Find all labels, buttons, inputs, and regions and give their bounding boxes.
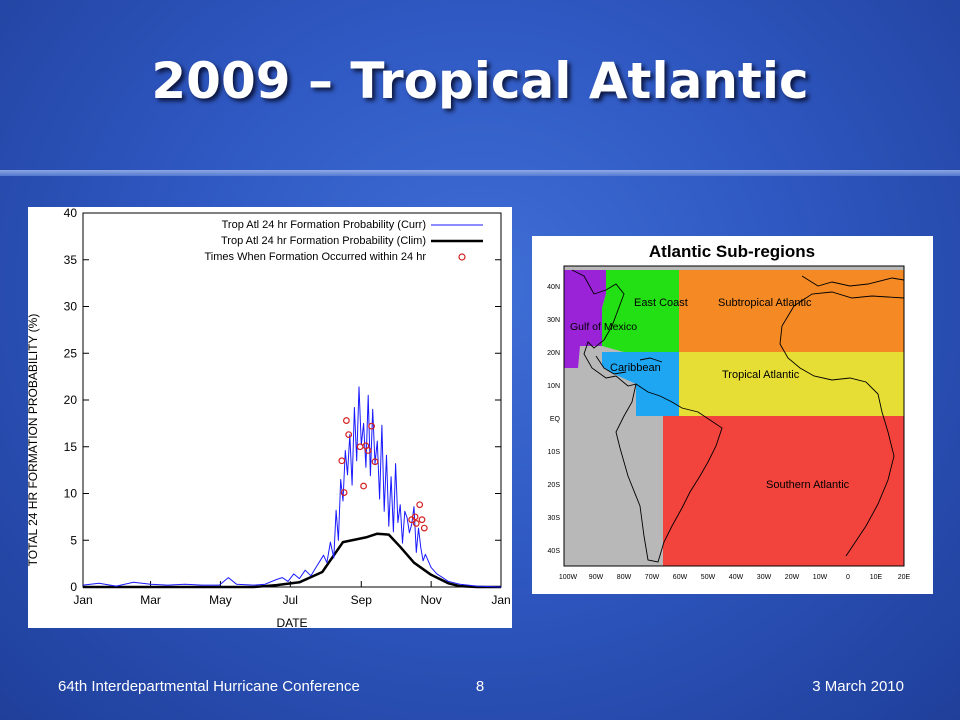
map-lon-label: 100W: [559, 574, 578, 581]
coastline-central-america: [595, 355, 663, 375]
map-lon-label: 60W: [673, 574, 688, 581]
map-lat-label: EQ: [550, 416, 561, 423]
footer-conference: 64th Interdepartmental Hurricane Confere…: [58, 678, 360, 695]
legend-label-clim: Trop Atl 24 hr Formation Probability (Cl…: [221, 235, 426, 247]
region-tropical-atlantic: [679, 352, 904, 416]
y-tick-label: 5: [70, 533, 77, 547]
footer-page-number: 8: [475, 678, 485, 695]
coastline-europe-africa: [779, 275, 905, 557]
map-lon-label: 0: [846, 574, 850, 581]
formation-event-marker: [371, 458, 379, 466]
map-svg: Atlantic Sub-regions Gulf of Mexico East…: [547, 242, 911, 581]
map-frame: [563, 265, 905, 567]
label-southern-atlantic: Southern Atlantic: [766, 479, 850, 491]
map-lon-label: 40W: [729, 574, 744, 581]
y-axis-label: TOTAL 24 HR FORMATION PROBABILITY (%): [28, 314, 40, 567]
label-subtropical-atlantic: Subtropical Atlantic: [718, 297, 812, 309]
x-tick-label: Jul: [283, 593, 298, 607]
title-divider: [0, 170, 960, 176]
footer-date: 3 March 2010: [812, 678, 904, 695]
y-tick-label: 20: [64, 393, 78, 407]
plot-frame: [82, 212, 502, 588]
slide-title: 2009 – Tropical Atlantic: [151, 52, 809, 110]
series-line-clim: [83, 532, 501, 589]
label-caribbean: Caribbean: [610, 362, 661, 374]
series-line-curr: [82, 386, 502, 588]
label-gulf-of-mexico: Gulf of Mexico: [570, 321, 637, 333]
map-lon-label: 30W: [757, 574, 772, 581]
map-lat-label: 40N: [547, 284, 560, 291]
formation-event-marker: [416, 501, 424, 509]
legend-label-curr: Trop Atl 24 hr Formation Probability (Cu…: [222, 219, 426, 231]
formation-event-marker: [411, 513, 419, 521]
coastline-south-america: [615, 383, 723, 563]
formation-event-marker: [418, 516, 426, 524]
map-lon-label: 50W: [701, 574, 716, 581]
region-southern-atlantic: [663, 416, 904, 566]
map-lat-label: 30S: [548, 515, 561, 522]
label-east-coast: East Coast: [634, 297, 688, 309]
y-tick-label: 15: [64, 440, 78, 454]
map-lat-label: 10S: [548, 449, 561, 456]
region-caribbean: [602, 352, 679, 416]
x-tick-label: Jan: [73, 593, 92, 607]
map-lon-label: 80W: [617, 574, 632, 581]
atlantic-subregions-map: Atlantic Sub-regions Gulf of Mexico East…: [532, 236, 933, 594]
formation-event-marker: [360, 482, 367, 490]
chart-svg: 0 5 10 15 20 25 30 35 40 Jan Mar May Jul Sep Nov Jan T…: [26, 206, 511, 630]
region-east-coast: [602, 270, 679, 352]
formation-event-marker: [420, 524, 428, 532]
y-tick-label: 10: [64, 487, 78, 501]
map-lon-label: 70W: [645, 574, 660, 581]
x-tick-label: May: [209, 593, 232, 607]
label-tropical-atlantic: Tropical Atlantic: [722, 369, 800, 381]
x-tick-label: Jan: [491, 593, 510, 607]
map-lat-label: 30N: [547, 317, 560, 324]
map-lat-label: 20S: [548, 482, 561, 489]
formation-event-marker: [364, 447, 372, 454]
formation-event-marker: [338, 457, 346, 465]
map-lat-label: 40S: [548, 548, 561, 555]
map-title: Atlantic Sub-regions: [649, 242, 815, 261]
y-tick-label: 0: [70, 580, 77, 594]
y-tick-label: 35: [64, 253, 78, 267]
x-tick-label: Sep: [351, 593, 373, 607]
legend-swatch-events: [458, 253, 466, 261]
formation-event-marker: [412, 520, 420, 527]
x-tick-label: Nov: [420, 593, 441, 607]
y-tick-label: 40: [64, 207, 78, 220]
coastline-north-america: [571, 269, 637, 387]
coastlines: [571, 269, 905, 563]
y-tick-label: 25: [64, 346, 78, 360]
y-tick-label: 30: [64, 300, 78, 314]
formation-event-marker: [345, 431, 353, 438]
region-gulf-of-mexico: [564, 270, 606, 368]
formation-event-marker: [342, 417, 350, 424]
formation-event-marker: [356, 443, 364, 451]
x-tick-label: Mar: [140, 593, 161, 607]
map-lon-label: 20E: [898, 574, 911, 581]
formation-probability-chart: 0 5 10 15 20 25 30 35 40 Jan Mar May Jul Sep Nov Jan T…: [26, 206, 512, 630]
formation-event-marker: [340, 489, 348, 496]
legend-label-events: Times When Formation Occurred within 24 …: [205, 251, 427, 263]
map-lon-label: 10E: [870, 574, 883, 581]
map-lon-label: 90W: [589, 574, 604, 581]
x-axis-label: DATE: [276, 616, 307, 628]
map-lon-label: 20W: [785, 574, 800, 581]
formation-event-marker: [368, 422, 375, 430]
map-lat-label: 20N: [547, 350, 560, 357]
map-lon-label: 10W: [813, 574, 828, 581]
map-lat-label: 10N: [547, 383, 560, 390]
